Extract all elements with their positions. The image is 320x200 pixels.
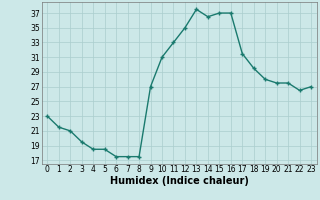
X-axis label: Humidex (Indice chaleur): Humidex (Indice chaleur) xyxy=(110,176,249,186)
